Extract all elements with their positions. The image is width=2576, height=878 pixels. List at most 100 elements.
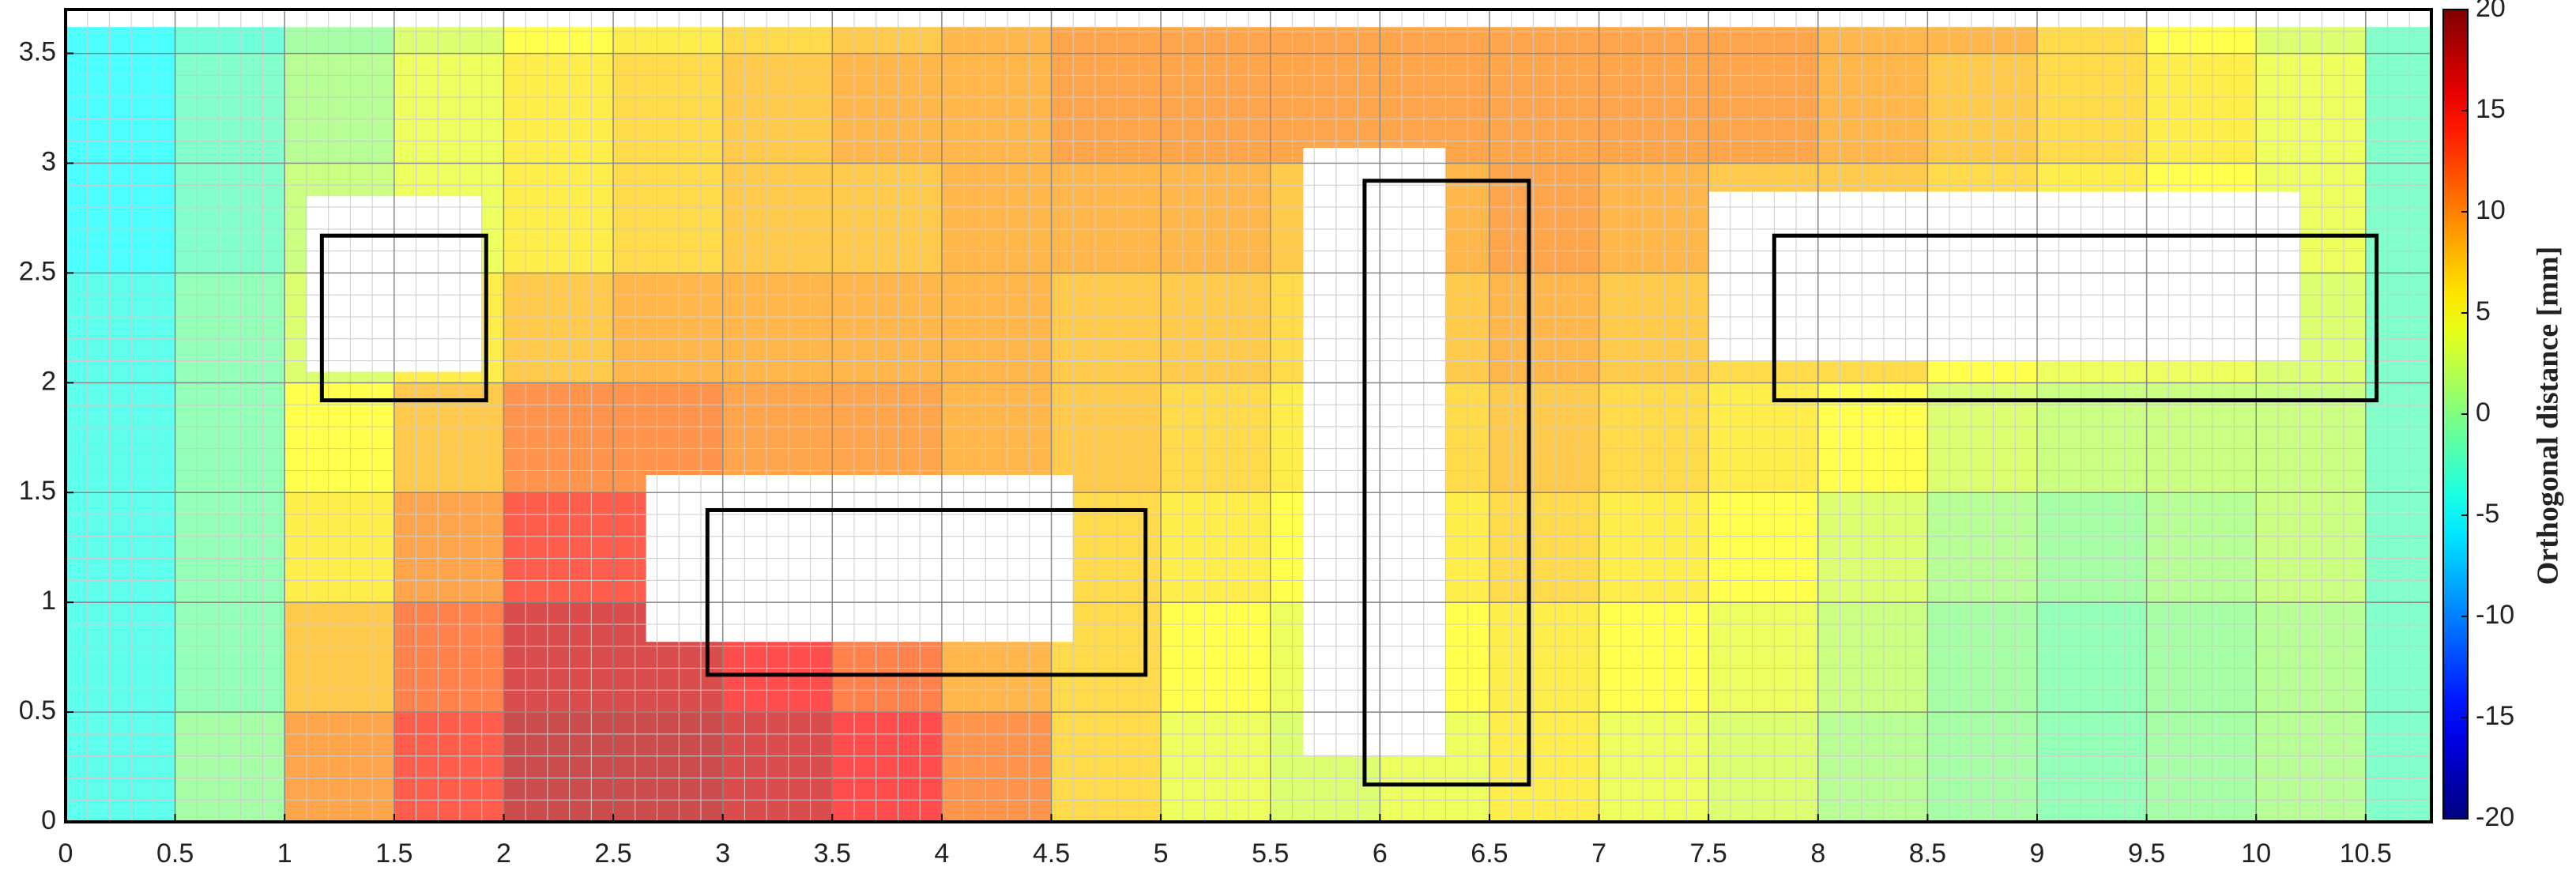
x-tick-label: 7	[1591, 838, 1606, 869]
cell	[175, 382, 285, 493]
cell	[394, 602, 504, 713]
cell	[1599, 382, 1709, 493]
x-tick-label: 8.5	[1909, 838, 1946, 869]
cell	[394, 53, 504, 164]
x-tick-label: 1.5	[375, 838, 412, 869]
x-tick-label: 3.5	[814, 838, 851, 869]
x-tick-label: 5	[1154, 838, 1169, 869]
cell	[175, 53, 285, 164]
cell	[1489, 602, 1600, 713]
cell	[175, 492, 285, 603]
cell	[1599, 273, 1709, 383]
cell	[613, 163, 724, 273]
cell	[1599, 712, 1709, 822]
colorbar-tick-label: 0	[2476, 398, 2491, 428]
cell	[284, 492, 395, 603]
cell	[1817, 492, 1928, 603]
cell	[66, 712, 176, 822]
cell	[1489, 712, 1600, 822]
cell	[175, 602, 285, 713]
cell	[1051, 163, 1162, 273]
x-tick-label: 7.5	[1690, 838, 1727, 869]
x-tick-label: 9.5	[2128, 838, 2165, 869]
outline	[1772, 233, 2379, 403]
x-tick-label: 5.5	[1252, 838, 1289, 869]
outlines	[319, 179, 2379, 787]
x-tick-label: 0	[58, 838, 73, 869]
cell	[1161, 602, 1271, 713]
cell	[1708, 712, 1819, 822]
cell	[2037, 602, 2148, 713]
cell	[1708, 602, 1819, 713]
colorbar-tick-label: -10	[2476, 600, 2514, 630]
axes-frame	[64, 8, 2433, 823]
colorbar-tick-label: -15	[2476, 701, 2514, 731]
x-tick-label: 2	[496, 838, 511, 869]
opening	[1708, 191, 2300, 361]
cell	[1817, 712, 1928, 822]
grid	[66, 9, 2431, 822]
y-tick-label: 0.5	[19, 695, 56, 725]
x-tick-label: 10.5	[2340, 838, 2392, 869]
cell	[941, 273, 1052, 383]
cell	[1489, 53, 1600, 164]
cell	[503, 492, 614, 603]
cell	[2256, 53, 2367, 164]
cell	[1161, 53, 1271, 164]
cell	[1051, 53, 1162, 164]
y-tick-label: 1	[41, 586, 56, 616]
cell	[1161, 492, 1271, 603]
cell	[503, 273, 614, 383]
x-tick-label: 4	[934, 838, 949, 869]
cell	[175, 273, 285, 383]
opening	[1303, 148, 1446, 756]
colorbar-tick-label: 20	[2476, 0, 2506, 23]
x-tick-label: 6	[1373, 838, 1388, 869]
cell	[832, 273, 943, 383]
colorbar-label: Orthogonal distance [mm]	[2532, 247, 2565, 586]
x-tick-label: 3	[715, 838, 730, 869]
cell	[503, 602, 614, 713]
cell	[175, 163, 285, 273]
cell	[1599, 53, 1709, 164]
cell	[722, 712, 833, 822]
cell	[1270, 53, 1380, 164]
cell	[1161, 382, 1271, 493]
cell	[613, 712, 724, 822]
y-tick-label: 1.5	[19, 476, 56, 506]
cell	[1489, 382, 1600, 493]
cell	[1161, 273, 1271, 383]
cell	[613, 53, 724, 164]
cell	[832, 382, 943, 493]
cell	[722, 163, 833, 273]
cell	[1599, 602, 1709, 713]
cell	[2037, 53, 2148, 164]
cell	[503, 382, 614, 493]
cell	[1051, 382, 1162, 493]
x-tick-label: 6.5	[1471, 838, 1508, 869]
colorbar-tick-label: 15	[2476, 94, 2506, 124]
cell	[2256, 492, 2367, 603]
cell	[613, 382, 724, 493]
colorbar-tick-label: 5	[2476, 296, 2491, 326]
x-tick-label: 4.5	[1033, 838, 1070, 869]
cell	[66, 53, 176, 164]
y-tick-label: 3	[41, 146, 56, 176]
cell	[1927, 53, 2038, 164]
cell	[941, 53, 1052, 164]
colorbar-tick-label: 10	[2476, 195, 2506, 225]
cell	[66, 602, 176, 713]
cell	[66, 382, 176, 493]
cell	[503, 163, 614, 273]
y-tick-label: 3.5	[19, 37, 56, 67]
cell	[66, 273, 176, 383]
x-tick-label: 1	[277, 838, 292, 869]
cell	[1817, 53, 1928, 164]
cell	[832, 712, 943, 822]
cell	[2037, 492, 2148, 603]
cell	[1599, 492, 1709, 603]
cell	[1927, 492, 2038, 603]
cell	[2365, 53, 2431, 164]
